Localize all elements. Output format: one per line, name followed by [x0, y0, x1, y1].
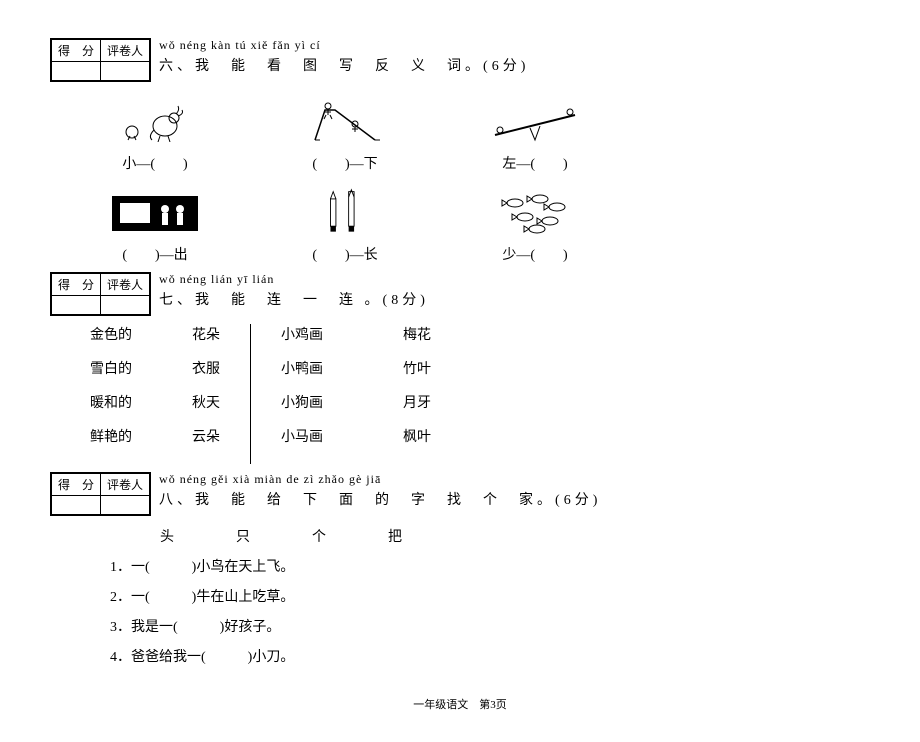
- score-cell: [52, 496, 101, 515]
- q6-caption: ( )—下: [280, 153, 410, 173]
- q7-word: 月牙: [403, 392, 431, 410]
- q7-word: 金色的: [90, 324, 132, 342]
- q7-word: 枫叶: [403, 426, 431, 444]
- q7-connect: 金色的 雪白的 暖和的 鲜艳的 花朵 衣服 秋天 云朵 小鸡画 小鸭画 小狗画 …: [90, 324, 870, 464]
- section-6-head: 得 分评卷人 wǒ néng kàn tú xiě fǎn yì cí 六、我 …: [50, 38, 870, 82]
- q8-word-bank: 头 只 个 把: [160, 526, 870, 546]
- q6-item: 少—( ): [470, 188, 600, 264]
- q8-pinyin: wǒ néng gěi xià miàn de zì zhǎo gè jiā: [159, 472, 601, 487]
- section-6-title: wǒ néng kàn tú xiě fǎn yì cí 六、我 能 看 图 写…: [159, 38, 529, 75]
- q7-word: 暖和的: [90, 392, 132, 410]
- q6-title: 六、我 能 看 图 写 反 义 词。(6分): [159, 55, 529, 75]
- q7-word: 云朵: [192, 426, 220, 444]
- q7-word: 小鸭画: [281, 358, 323, 376]
- score-label: 得 分: [52, 474, 101, 496]
- q6-pinyin: wǒ néng kàn tú xiě fǎn yì cí: [159, 38, 529, 53]
- q7-word: 秋天: [192, 392, 220, 410]
- q8-item: 1．一( )小鸟在天上飞。: [110, 556, 870, 576]
- q6-row1: 小—( ) ( )—下 左—( ): [90, 97, 870, 173]
- score-label: 得 分: [52, 274, 101, 296]
- section-7-head: 得 分评卷人 wǒ néng lián yī lián 七、我 能 连 一 连 …: [50, 272, 870, 316]
- q7-word: 小马画: [281, 426, 323, 444]
- q6-item: ( )—出: [90, 188, 220, 264]
- q7-word: 衣服: [192, 358, 220, 376]
- q7-word: 小狗画: [281, 392, 323, 410]
- q6-row2: ( )—出 ( )—长 少—( ): [90, 188, 870, 264]
- score-cell: [52, 296, 101, 315]
- section-8-head: 得 分评卷人 wǒ néng gěi xià miàn de zì zhǎo g…: [50, 472, 870, 516]
- q7-col: 小鸡画 小鸭画 小狗画 小马画: [281, 324, 323, 464]
- q7-word: 花朵: [192, 324, 220, 342]
- classroom-icon: [90, 188, 220, 238]
- q6-caption: 少—( ): [470, 244, 600, 264]
- score-box: 得 分评卷人: [50, 472, 151, 516]
- q6-caption: ( )—长: [280, 244, 410, 264]
- grader-label: 评卷人: [101, 474, 150, 496]
- q7-col: 梅花 竹叶 月牙 枫叶: [403, 324, 431, 464]
- q7-col: 花朵 衣服 秋天 云朵: [192, 324, 220, 464]
- q6-item: 小—( ): [90, 97, 220, 173]
- q7-word: 雪白的: [90, 358, 132, 376]
- q6-caption: 左—( ): [470, 153, 600, 173]
- grader-cell: [101, 496, 150, 515]
- q7-pinyin: wǒ néng lián yī lián: [159, 272, 429, 287]
- q7-word: 小鸡画: [281, 324, 323, 342]
- q7-word: 竹叶: [403, 358, 431, 376]
- q8-title: 八、我 能 给 下 面 的 字 找 个 家。(6分): [159, 489, 601, 509]
- grader-cell: [101, 296, 150, 315]
- q7-word: 梅花: [403, 324, 431, 342]
- section-8-title: wǒ néng gěi xià miàn de zì zhǎo gè jiā 八…: [159, 472, 601, 509]
- q8-list: 1．一( )小鸟在天上飞。 2．一( )牛在山上吃草。 3．我是一( )好孩子。…: [110, 556, 870, 666]
- divider-line: [250, 324, 251, 464]
- q6-caption: ( )—出: [90, 244, 220, 264]
- score-label: 得 分: [52, 40, 101, 62]
- q7-col: 金色的 雪白的 暖和的 鲜艳的: [90, 324, 132, 464]
- grader-label: 评卷人: [101, 40, 150, 62]
- chick-rooster-icon: [90, 97, 220, 147]
- score-box: 得 分评卷人: [50, 272, 151, 316]
- pencils-icon: [280, 188, 410, 238]
- score-cell: [52, 62, 101, 81]
- q7-title: 七、我 能 连 一 连 。(8分): [159, 289, 429, 309]
- q7-word: 鲜艳的: [90, 426, 132, 444]
- page-footer: 一年级语文 第3页: [50, 696, 870, 712]
- grader-cell: [101, 62, 150, 81]
- fish-group-icon: [470, 188, 600, 238]
- q8-item: 3．我是一( )好孩子。: [110, 616, 870, 636]
- q6-item: 左—( ): [470, 97, 600, 173]
- section-7-title: wǒ néng lián yī lián 七、我 能 连 一 连 。(8分): [159, 272, 429, 309]
- score-box: 得 分评卷人: [50, 38, 151, 82]
- seesaw-icon: [470, 97, 600, 147]
- q8-item: 4．爸爸给我一( )小刀。: [110, 646, 870, 666]
- grader-label: 评卷人: [101, 274, 150, 296]
- q6-item: ( )—下: [280, 97, 410, 173]
- q6-item: ( )—长: [280, 188, 410, 264]
- q6-caption: 小—( ): [90, 153, 220, 173]
- slide-icon: [280, 97, 410, 147]
- q8-item: 2．一( )牛在山上吃草。: [110, 586, 870, 606]
